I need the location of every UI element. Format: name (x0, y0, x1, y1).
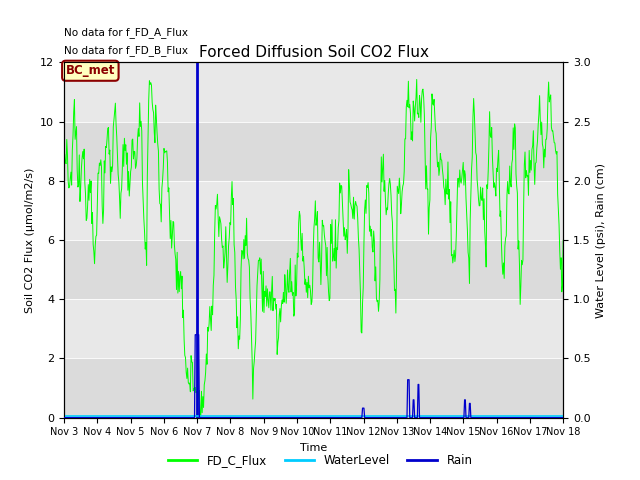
Y-axis label: Soil CO2 Flux (μmol/m2/s): Soil CO2 Flux (μmol/m2/s) (24, 168, 35, 312)
Bar (64, 121, 563, 181)
Legend: FD_C_Flux, WaterLevel, Rain: FD_C_Flux, WaterLevel, Rain (163, 449, 477, 472)
Text: No data for f_FD_A_Flux: No data for f_FD_A_Flux (64, 27, 188, 38)
Text: BC_met: BC_met (66, 64, 115, 77)
Text: No data for f_FD_B_Flux: No data for f_FD_B_Flux (64, 45, 188, 56)
X-axis label: Time: Time (300, 443, 327, 453)
Y-axis label: Water Level (psi), Rain (cm): Water Level (psi), Rain (cm) (596, 163, 606, 317)
Bar (64, 359, 563, 418)
Bar (64, 240, 563, 299)
Title: Forced Diffusion Soil CO2 Flux: Forced Diffusion Soil CO2 Flux (198, 45, 429, 60)
